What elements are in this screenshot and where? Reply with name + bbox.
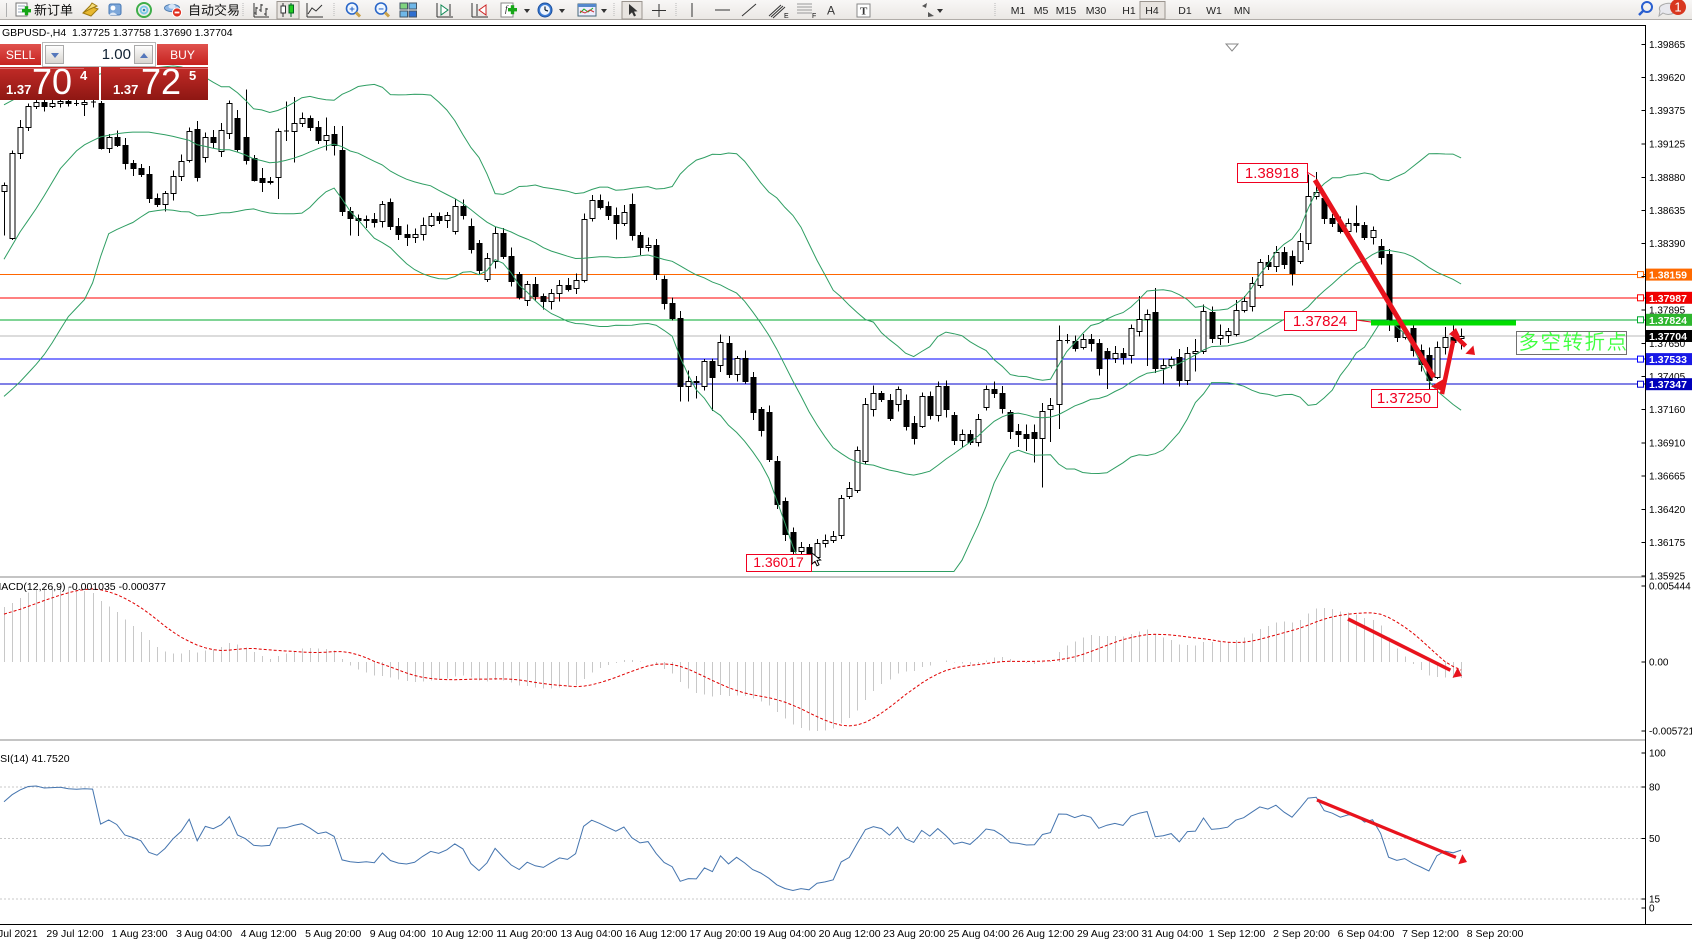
svg-text:1.37650: 1.37650 [1649,339,1686,350]
svg-text:1 Sep 12:00: 1 Sep 12:00 [1209,928,1266,940]
svg-text:M15: M15 [1056,5,1077,17]
svg-text:1.37824: 1.37824 [1649,315,1687,327]
svg-text:2 Sep 20:00: 2 Sep 20:00 [1273,928,1330,940]
svg-text:20 Aug 12:00: 20 Aug 12:00 [819,928,881,940]
svg-text:1.37987: 1.37987 [1649,293,1687,305]
svg-text:RSI(14) 41.7520: RSI(14) 41.7520 [0,753,70,765]
svg-text:9 Aug 04:00: 9 Aug 04:00 [370,928,426,940]
svg-text:GBPUSD-,H4 1.37725 1.37758 1.: GBPUSD-,H4 1.37725 1.37758 1.37690 1.377… [2,27,233,39]
svg-text:1.38880: 1.38880 [1649,173,1686,184]
svg-text:29 Jul 12:00: 29 Jul 12:00 [46,928,103,940]
svg-text:80: 80 [1649,782,1661,793]
svg-text:29 Aug 23:00: 29 Aug 23:00 [1077,928,1139,940]
svg-text:1.37895: 1.37895 [1649,306,1686,317]
svg-text:0.005444: 0.005444 [1649,582,1691,593]
svg-text:W1: W1 [1206,5,1222,17]
svg-text:0.00: 0.00 [1649,658,1669,669]
svg-text:M1: M1 [1011,5,1026,17]
svg-text:H1: H1 [1122,5,1136,17]
svg-text:T: T [860,6,868,18]
svg-text:23 Aug 20:00: 23 Aug 20:00 [883,928,945,940]
svg-text:1.36017: 1.36017 [753,554,804,570]
svg-text:1.36665: 1.36665 [1649,472,1686,483]
svg-text:1.36910: 1.36910 [1649,439,1686,450]
svg-text:Jul 2021: Jul 2021 [0,928,38,940]
svg-text:F: F [812,13,816,20]
svg-text:1.37533: 1.37533 [1649,354,1687,366]
svg-text:19 Aug 04:00: 19 Aug 04:00 [754,928,816,940]
svg-text:−: − [378,4,384,15]
svg-text:11 Aug 20:00: 11 Aug 20:00 [496,928,557,940]
svg-text:1: 1 [1674,0,1681,15]
svg-text:1.37250: 1.37250 [1377,390,1431,407]
svg-text:50: 50 [1649,834,1661,845]
svg-text:MACD(12,26,9) -0.001035 -0.000: MACD(12,26,9) -0.001035 -0.000377 [0,581,166,593]
svg-text:1 Aug 23:00: 1 Aug 23:00 [112,928,168,940]
svg-text:26 Aug 12:00: 26 Aug 12:00 [1012,928,1074,940]
svg-text:1.37824: 1.37824 [1293,313,1347,330]
svg-text:D1: D1 [1178,5,1192,17]
svg-text:M5: M5 [1034,5,1049,17]
svg-text:7 Sep 12:00: 7 Sep 12:00 [1402,928,1459,940]
svg-text:0: 0 [1649,904,1655,915]
svg-text:16 Aug 12:00: 16 Aug 12:00 [625,928,687,940]
svg-text:1.36175: 1.36175 [1649,538,1686,549]
svg-text:1.37160: 1.37160 [1649,405,1686,416]
svg-text:1.37704: 1.37704 [1649,331,1687,343]
svg-text:+: + [349,4,355,15]
svg-text:5 Aug 20:00: 5 Aug 20:00 [305,928,361,940]
svg-text:25 Aug 04:00: 25 Aug 04:00 [948,928,1010,940]
svg-text:100: 100 [1649,749,1666,760]
svg-text:1.37347: 1.37347 [1649,379,1687,391]
svg-text:31 Aug 04:00: 31 Aug 04:00 [1141,928,1203,940]
svg-text:8 Sep 20:00: 8 Sep 20:00 [1467,928,1524,940]
svg-text:A: A [827,4,835,18]
svg-text:M30: M30 [1086,5,1107,17]
svg-text:3 Aug 04:00: 3 Aug 04:00 [176,928,232,940]
svg-text:1.39620: 1.39620 [1649,73,1686,84]
svg-text:1.36420: 1.36420 [1649,505,1686,516]
svg-text:1.38159: 1.38159 [1649,270,1687,282]
svg-text:13 Aug 04:00: 13 Aug 04:00 [560,928,622,940]
svg-text:1.38635: 1.38635 [1649,206,1686,217]
svg-text:-0.005721: -0.005721 [1649,727,1692,738]
svg-text:1.39375: 1.39375 [1649,106,1686,117]
svg-text:H4: H4 [1145,5,1159,17]
svg-text:MN: MN [1234,5,1250,17]
svg-text:1.38390: 1.38390 [1649,239,1686,250]
svg-text:17 Aug 20:00: 17 Aug 20:00 [690,928,752,940]
svg-text:1.37405: 1.37405 [1649,372,1686,383]
svg-text:1.38918: 1.38918 [1245,165,1299,182]
svg-text:1.39125: 1.39125 [1649,140,1686,151]
svg-text:15: 15 [1649,895,1661,906]
svg-text:f: f [505,4,509,14]
svg-text:1.39865: 1.39865 [1649,40,1686,51]
svg-text:1.35925: 1.35925 [1649,572,1686,583]
svg-text:E: E [784,13,789,20]
svg-text:6 Sep 04:00: 6 Sep 04:00 [1338,928,1395,940]
svg-text:4 Aug 12:00: 4 Aug 12:00 [241,928,297,940]
svg-text:10 Aug 12:00: 10 Aug 12:00 [431,928,493,940]
